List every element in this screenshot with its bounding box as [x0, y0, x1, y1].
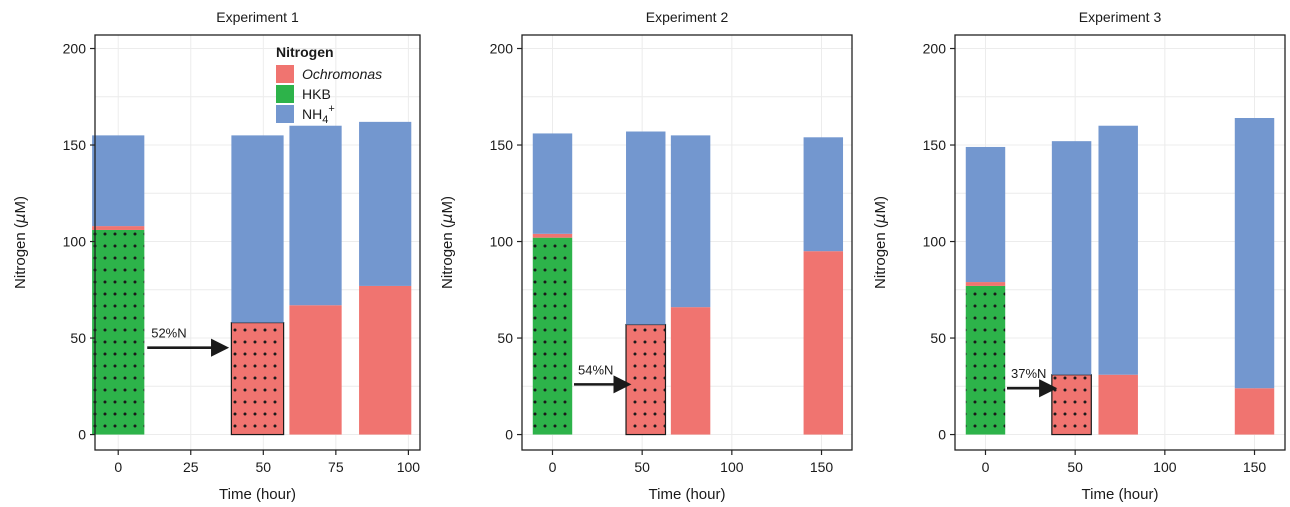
bar-nh4 — [803, 137, 844, 252]
bar-ochromonas — [230, 322, 285, 436]
x-tick-label: 25 — [183, 459, 199, 475]
y-axis-label: Nitrogen (μM) — [11, 196, 29, 289]
plot-frame — [94, 34, 421, 451]
x-tick-label: 100 — [1153, 459, 1177, 475]
bar-ochromonas — [92, 226, 145, 230]
bar-nh4 — [626, 131, 666, 325]
y-tick-label: 200 — [923, 41, 947, 57]
bar-nh4 — [532, 133, 573, 234]
transfer-label: 52%N — [151, 326, 186, 341]
bar-ochromonas — [1051, 374, 1092, 436]
x-tick-label: 75 — [328, 459, 344, 475]
y-axis-label: Nitrogen (μM) — [438, 196, 456, 289]
y-tick-label: 150 — [923, 137, 947, 153]
x-tick-label: 100 — [397, 459, 421, 475]
bar-ochromonas — [965, 282, 1006, 286]
transfer-label: 54%N — [578, 362, 613, 377]
chart-panel-1: 0 50 100 150 200 0 25 50 75 100 Experiment 1 Time (… — [11, 9, 421, 503]
legend-label-nh4: NH4+ — [302, 103, 335, 126]
legend-label-hkb: HKB — [302, 86, 331, 102]
bar-nh4 — [1098, 125, 1138, 375]
x-axis-label: Time (hour) — [1082, 486, 1159, 503]
x-tick-label: 0 — [982, 459, 990, 475]
chart-panel-3: 0 50 100 150 200 0 50 100 150 Experiment 3 Time (h… — [871, 9, 1286, 503]
x-tick-label: 50 — [634, 459, 650, 475]
y-tick-label: 150 — [490, 137, 514, 153]
y-tick-label: 100 — [490, 234, 514, 250]
y-tick-label: 50 — [930, 330, 946, 346]
y-tick-label: 50 — [497, 330, 513, 346]
bar-ochromonas — [359, 285, 412, 435]
bar-ochromonas — [1098, 374, 1138, 435]
bar-nh4 — [965, 146, 1006, 283]
y-tick-label: 100 — [63, 234, 87, 250]
y-tick-label: 0 — [505, 427, 513, 443]
x-tick-label: 100 — [720, 459, 744, 475]
transfer-label: 37%N — [1011, 366, 1046, 381]
x-tick-label: 150 — [810, 459, 834, 475]
y-tick-label: 100 — [923, 234, 947, 250]
y-tick-label: 200 — [63, 41, 87, 57]
x-tick-label: 150 — [1243, 459, 1267, 475]
chart-title: Experiment 3 — [1079, 9, 1162, 25]
legend-swatch-hkb — [276, 85, 294, 103]
y-tick-label: 200 — [490, 41, 514, 57]
x-tick-label: 0 — [549, 459, 557, 475]
x-tick-label: 0 — [114, 459, 122, 475]
bar-nh4 — [1234, 118, 1275, 389]
y-tick-label: 0 — [78, 427, 86, 443]
x-axis-label: Time (hour) — [649, 486, 726, 503]
bar-ochromonas — [532, 233, 573, 238]
chart-panel-2: 0 50 100 150 200 0 50 100 150 Experiment 2 Time (h… — [438, 9, 853, 503]
chart-title: Experiment 2 — [646, 9, 729, 25]
plot-frame — [521, 34, 853, 451]
plot-frame — [954, 34, 1286, 451]
y-tick-label: 150 — [63, 137, 87, 153]
chart-title: Experiment 1 — [216, 9, 299, 25]
bar-nh4 — [231, 135, 284, 323]
x-tick-label: 50 — [1067, 459, 1083, 475]
bar-hkb — [532, 237, 573, 435]
bar-ochromonas — [803, 251, 844, 435]
bar-nh4 — [1051, 141, 1092, 375]
y-tick-label: 0 — [938, 427, 946, 443]
bar-nh4 — [92, 135, 145, 227]
y-tick-label: 50 — [70, 330, 86, 346]
bar-ochromonas — [670, 307, 711, 435]
bar-nh4 — [289, 125, 342, 306]
legend-title: Nitrogen — [276, 44, 334, 60]
legend-swatch-nh4 — [276, 105, 294, 123]
legend-swatch-ochromonas — [276, 65, 294, 83]
x-tick-label: 50 — [256, 459, 272, 475]
bar-ochromonas — [1234, 388, 1275, 435]
bar-hkb — [92, 229, 145, 435]
x-axis-label: Time (hour) — [219, 486, 296, 503]
legend-label-ochromonas: Ochromonas — [302, 66, 382, 82]
bar-nh4 — [670, 135, 711, 308]
bar-nh4 — [359, 121, 412, 286]
y-axis-label: Nitrogen (μM) — [871, 196, 889, 289]
bar-hkb — [965, 285, 1006, 435]
bar-ochromonas — [625, 323, 667, 436]
bar-ochromonas — [289, 305, 342, 435]
